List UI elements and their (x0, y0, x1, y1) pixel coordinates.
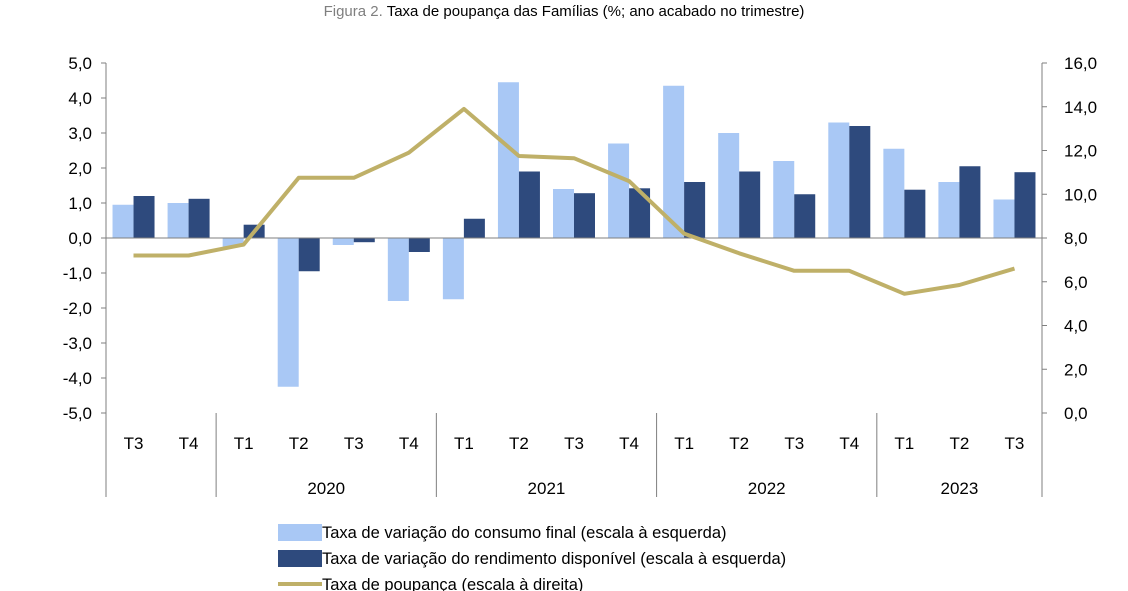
bar-rendimento (1014, 172, 1036, 238)
right-tick-label: 16,0 (1064, 54, 1097, 73)
x-tick-label: T4 (619, 434, 639, 453)
left-tick-label: 1,0 (68, 194, 92, 213)
x-tick-label: T1 (234, 434, 254, 453)
left-tick-label: 3,0 (68, 124, 92, 143)
right-tick-label: 6,0 (1064, 273, 1088, 292)
bar-rendimento (408, 238, 430, 252)
x-tick-label: T3 (784, 434, 804, 453)
bar-consumo (167, 203, 189, 238)
left-tick-label: -2,0 (63, 299, 92, 318)
bar-consumo (497, 82, 519, 238)
x-tick-label: T4 (839, 434, 859, 453)
right-tick-label: 4,0 (1064, 317, 1088, 336)
bar-rendimento (629, 188, 651, 238)
bar-consumo (112, 204, 134, 238)
left-tick-label: 0,0 (68, 229, 92, 248)
bar-consumo (663, 85, 685, 238)
bar-consumo (828, 122, 850, 238)
bar-rendimento (188, 198, 210, 238)
chart-title: Figura 2. Taxa de poupança das Famílias … (0, 2, 1128, 22)
bar-consumo (883, 148, 905, 238)
left-tick-label: -5,0 (63, 404, 92, 423)
bar-consumo (332, 238, 354, 245)
right-tick-label: 0,0 (1064, 404, 1088, 423)
bar-rendimento (849, 126, 871, 238)
bar-rendimento (904, 189, 926, 238)
x-tick-label: T1 (674, 434, 694, 453)
left-tick-label: -3,0 (63, 334, 92, 353)
bar-consumo (993, 199, 1015, 238)
x-tick-label: T3 (1005, 434, 1025, 453)
line-poupanca (133, 106, 1016, 296)
bar-consumo (608, 143, 630, 238)
bar-rendimento (518, 171, 540, 238)
bar-consumo (277, 238, 299, 387)
bar-consumo (718, 133, 740, 238)
figure-prefix: Figura 2. (323, 3, 383, 20)
x-tick-label: T3 (564, 434, 584, 453)
left-tick-label: 4,0 (68, 89, 92, 108)
right-tick-label: 2,0 (1064, 360, 1088, 379)
year-label: 2022 (748, 479, 786, 498)
bar-consumo (553, 189, 574, 238)
bar-rendimento (574, 193, 595, 238)
left-tick-label: -4,0 (63, 369, 92, 388)
x-tick-label: T4 (179, 434, 199, 453)
legend-label: Taxa de poupança (escala à direita) (322, 576, 583, 591)
right-tick-label: 8,0 (1064, 229, 1088, 248)
right-tick-label: 12,0 (1064, 142, 1097, 161)
legend-label: Taxa de variação do rendimento disponíve… (322, 550, 786, 568)
bar-rendimento (739, 171, 761, 238)
left-tick-label: 2,0 (68, 159, 92, 178)
bar-consumo (938, 182, 960, 238)
legend-swatch (278, 550, 322, 567)
year-label: 2021 (528, 479, 566, 498)
bar-rendimento (463, 218, 485, 238)
x-tick-label: T4 (399, 434, 419, 453)
bar-rendimento (684, 182, 706, 238)
bar-rendimento (959, 166, 981, 238)
bar-consumo (222, 238, 244, 247)
x-tick-label: T1 (454, 434, 474, 453)
bar-rendimento (794, 194, 816, 238)
year-label: 2023 (940, 479, 978, 498)
bar-rendimento (353, 238, 375, 243)
x-tick-label: T1 (894, 434, 914, 453)
x-tick-label: T2 (289, 434, 309, 453)
x-tick-label: T2 (729, 434, 749, 453)
x-tick-label: T3 (124, 434, 144, 453)
bar-consumo (387, 238, 409, 301)
left-tick-label: -1,0 (63, 264, 92, 283)
year-label: 2020 (307, 479, 345, 498)
x-tick-label: T3 (344, 434, 364, 453)
figure-title: Taxa de poupança das Famílias (%; ano ac… (386, 3, 805, 20)
right-tick-label: 14,0 (1064, 98, 1097, 117)
bar-rendimento (298, 238, 320, 272)
x-tick-label: T2 (509, 434, 529, 453)
legend-label: Taxa de variação do consumo final (escal… (322, 524, 726, 542)
left-tick-label: 5,0 (68, 54, 92, 73)
x-tick-label: T2 (949, 434, 969, 453)
right-tick-label: 10,0 (1064, 185, 1097, 204)
bar-consumo (773, 161, 795, 238)
bar-rendimento (133, 196, 155, 238)
bar-consumo (442, 238, 464, 300)
legend-swatch (278, 524, 322, 541)
